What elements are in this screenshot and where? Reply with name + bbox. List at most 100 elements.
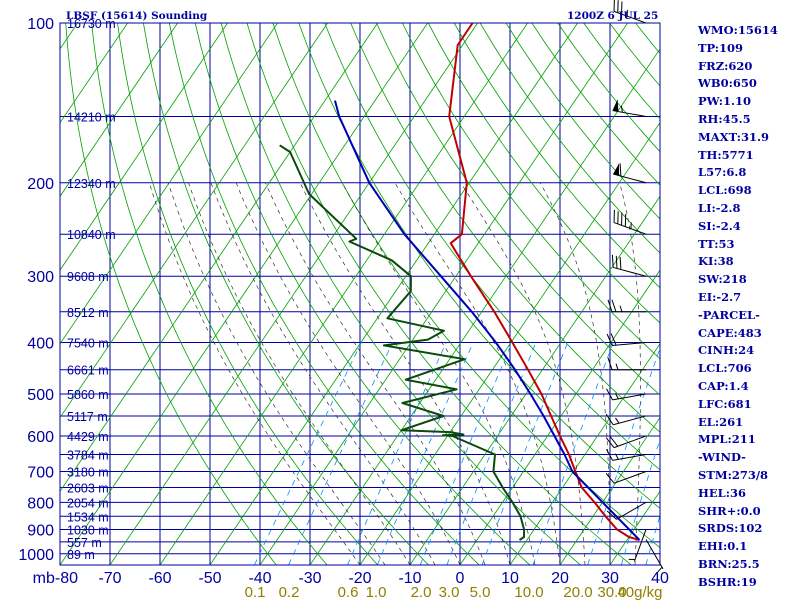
- dry-adiabat: [427, 23, 660, 324]
- wind-barb: [606, 333, 647, 347]
- temperature-tick-label: -60: [148, 570, 171, 587]
- series-line-1: [279, 144, 526, 541]
- temperature-tick-label: 10: [501, 570, 519, 587]
- wind-barb: [606, 501, 647, 520]
- mixing-ratio-line: [376, 342, 474, 565]
- moist-adiabat: [460, 182, 586, 565]
- height-label: 2054 m: [67, 496, 109, 510]
- wind-barb: [645, 539, 664, 573]
- isotherm: [60, 23, 228, 271]
- isotherm: [60, 23, 78, 50]
- mixing-ratio-label: 20.0: [563, 584, 592, 600]
- pressure-tick-label: 500: [27, 387, 54, 404]
- dry-adiabat: [324, 23, 660, 471]
- mixing-ratio-line: [587, 346, 660, 565]
- mixing-ratio-line: [645, 514, 660, 565]
- pressure-tick-label: 400: [27, 336, 54, 353]
- moist-adiabat: [188, 182, 411, 565]
- mixing-ratio-line: [532, 342, 614, 565]
- dry-adiabat: [246, 23, 632, 565]
- dry-adiabat: [376, 23, 660, 396]
- dry-adiabat: [402, 23, 660, 360]
- wind-barb: [612, 99, 647, 117]
- height-label: 5117 m: [67, 410, 108, 424]
- dry-adiabat: [194, 23, 531, 565]
- wind-barb: [605, 413, 647, 426]
- height-label: 9608 m: [67, 270, 109, 284]
- isotherm: [0, 23, 28, 565]
- stat-item: KI:38: [698, 254, 734, 269]
- isotherm: [159, 23, 528, 565]
- stat-item: -WIND-: [698, 450, 746, 465]
- pressure-tick-label: 900: [27, 522, 54, 539]
- wind-barb: [606, 388, 647, 401]
- stat-item: LCL:698: [698, 183, 752, 198]
- isotherm: [60, 23, 278, 345]
- wind-barb: [607, 357, 646, 371]
- dry-adiabat: [65, 23, 277, 565]
- moist-adiabat: [299, 182, 511, 565]
- mixing-ratio-label: 30.0: [597, 584, 626, 600]
- stat-item: RH:45.5: [698, 111, 751, 126]
- mixing-ratio-label: 5.0: [470, 584, 491, 600]
- moist-adiabat: [210, 182, 436, 565]
- moist-adiabat: [619, 182, 641, 565]
- pressure-tick-label: 800: [27, 495, 54, 512]
- stat-item: LI:-2.8: [698, 200, 741, 215]
- mixing-ratio-label: 10.0: [514, 584, 543, 600]
- temperature-tick-label: -40: [248, 570, 271, 587]
- temperature-tick-label: 0: [456, 570, 465, 587]
- mixing-ratio-line: [254, 342, 362, 565]
- pressure-tick-label: 1000: [18, 547, 54, 564]
- chart-subtitle: 1200Z 6 JUL 25: [567, 10, 659, 22]
- isotherm: [60, 23, 128, 124]
- wind-barb: [605, 435, 647, 449]
- wind-barb: [628, 529, 647, 562]
- wind-barb: [613, 163, 647, 184]
- stat-item: TT:53: [698, 236, 735, 251]
- isotherm: [309, 48, 660, 565]
- height-label: 2603 m: [67, 481, 109, 495]
- moist-adiabat: [394, 182, 561, 565]
- stat-item: PW:1.10: [698, 94, 752, 109]
- temperature-tick-label: -50: [198, 570, 221, 587]
- height-label: 8512 m: [67, 306, 109, 320]
- mixing-ratio-line: [347, 342, 447, 565]
- isotherm: [459, 269, 660, 565]
- pressure-tick-label: 100: [27, 16, 54, 33]
- moist-adiabat: [659, 561, 660, 565]
- stat-item: SRDS:102: [698, 521, 763, 536]
- height-label: 12340 m: [67, 177, 116, 191]
- sounding-indices: WMO:15614 TP:109 FRZ:620 WB0:650 PW:1.10 RH:4…: [698, 22, 798, 592]
- isotherm: [60, 23, 378, 492]
- dry-adiabat: [91, 23, 328, 565]
- pressure-tick-label: 700: [27, 465, 54, 482]
- height-label: 7540 m: [67, 337, 109, 351]
- stat-item: TP:109: [698, 40, 744, 55]
- stat-item: LCL:706: [698, 361, 752, 376]
- stat-item: BRN:25.5: [698, 556, 760, 571]
- moist-adiabat: [539, 182, 611, 565]
- stat-item: CINH:24: [698, 343, 755, 358]
- stat-item: SHR+:0.0: [698, 503, 761, 518]
- series-line-2: [334, 100, 641, 541]
- temperature-tick-label: 40: [651, 570, 669, 587]
- height-label: 3180 m: [67, 466, 109, 480]
- height-label: 3784 m: [67, 448, 109, 462]
- dry-adiabat: [168, 23, 480, 565]
- mixing-ratio-label: 40g/kg: [617, 584, 662, 600]
- wind-barb: [606, 448, 647, 461]
- mixing-ratio-label: 0.1: [245, 584, 266, 600]
- stat-item: CAPE:483: [698, 325, 762, 340]
- wind-barb: [607, 299, 646, 313]
- moist-adiabat: [235, 182, 461, 565]
- stat-item: EHI:0.1: [698, 539, 748, 554]
- isotherm: [259, 23, 628, 565]
- height-label: 10840 m: [67, 228, 116, 242]
- stat-item: EL:261: [698, 414, 744, 429]
- dry-adiabat: [298, 23, 660, 509]
- stat-item: LFC:681: [698, 396, 752, 411]
- pressure-tick-label: 200: [27, 176, 54, 193]
- dry-adiabat: [479, 23, 660, 254]
